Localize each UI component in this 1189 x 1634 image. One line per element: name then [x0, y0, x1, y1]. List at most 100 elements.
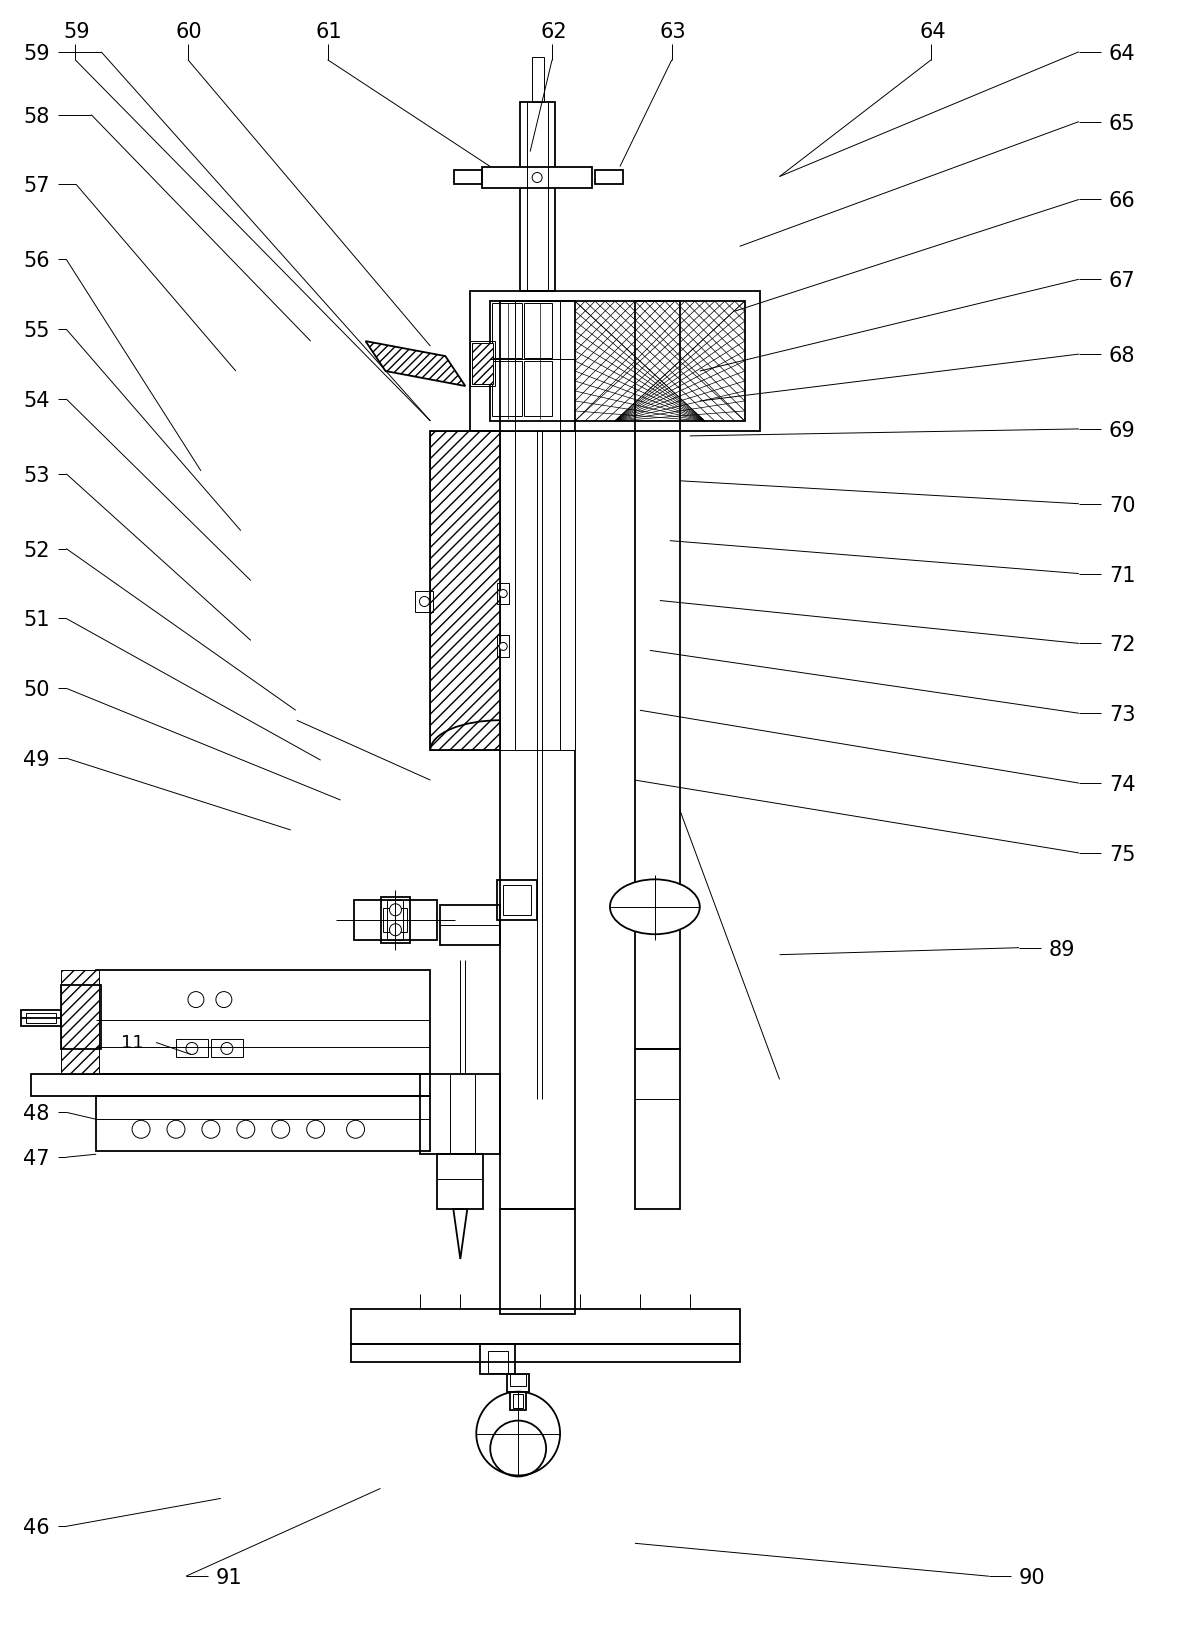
Circle shape [185, 1042, 197, 1054]
Bar [471, 291, 760, 431]
Circle shape [499, 642, 508, 650]
Bar [176, 1039, 208, 1057]
Bar [533, 57, 545, 101]
Text: 59: 59 [24, 44, 50, 64]
Bar [454, 170, 483, 185]
Circle shape [533, 173, 542, 183]
Bar [421, 1075, 501, 1154]
Text: 74: 74 [1109, 775, 1135, 796]
Circle shape [346, 1121, 365, 1139]
Text: 60: 60 [176, 21, 202, 42]
Circle shape [420, 596, 429, 606]
Text: 75: 75 [1109, 845, 1135, 864]
Text: 72: 72 [1109, 636, 1135, 655]
Bar [472, 343, 493, 384]
Bar [21, 1010, 62, 1026]
Bar [497, 636, 509, 657]
Bar [489, 1351, 508, 1373]
Circle shape [477, 1392, 560, 1476]
Text: 66: 66 [1109, 191, 1135, 211]
Circle shape [221, 1042, 233, 1054]
Bar [62, 969, 99, 1075]
Bar [524, 361, 552, 417]
Text: 64: 64 [1109, 44, 1135, 64]
Bar [492, 361, 522, 417]
Bar [497, 879, 537, 920]
Bar [430, 431, 501, 750]
Bar [26, 1013, 56, 1023]
Bar [438, 1154, 483, 1209]
Bar [96, 1096, 430, 1152]
Text: 61: 61 [315, 21, 342, 42]
Bar [501, 431, 575, 750]
Bar [501, 301, 575, 1209]
Bar [430, 431, 501, 750]
Text: 52: 52 [24, 541, 50, 560]
Bar [96, 969, 430, 1075]
Text: 71: 71 [1109, 565, 1135, 585]
Bar [501, 1209, 575, 1314]
Circle shape [188, 992, 205, 1008]
Circle shape [307, 1121, 325, 1139]
Bar [635, 1049, 680, 1209]
Bar [384, 909, 408, 931]
Bar [31, 1075, 430, 1096]
Text: 63: 63 [660, 21, 686, 42]
Circle shape [202, 1121, 220, 1139]
Bar [351, 1343, 740, 1361]
Circle shape [216, 992, 232, 1008]
Ellipse shape [610, 879, 700, 935]
Circle shape [132, 1121, 150, 1139]
Bar [490, 301, 744, 422]
Circle shape [272, 1121, 290, 1139]
Text: 57: 57 [24, 176, 50, 196]
Circle shape [237, 1121, 254, 1139]
Text: 73: 73 [1109, 706, 1135, 725]
Polygon shape [453, 1209, 467, 1258]
Circle shape [390, 923, 402, 936]
Bar [483, 167, 592, 188]
Text: 69: 69 [1109, 422, 1135, 441]
Bar [415, 590, 433, 613]
Bar [635, 301, 680, 1049]
Bar [514, 1394, 523, 1407]
Text: 68: 68 [1109, 346, 1135, 366]
Text: 48: 48 [24, 1105, 50, 1124]
Bar [380, 897, 410, 943]
Bar [353, 900, 438, 940]
Text: 53: 53 [24, 466, 50, 485]
Text: 49: 49 [24, 750, 50, 770]
Text: 11: 11 [121, 1034, 144, 1052]
Circle shape [390, 904, 402, 915]
Bar [508, 1374, 529, 1392]
Text: 91: 91 [216, 1569, 243, 1588]
Bar [471, 342, 496, 386]
Bar [210, 1039, 243, 1057]
Text: 65: 65 [1109, 114, 1135, 134]
Bar [510, 1374, 527, 1386]
Text: 59: 59 [63, 21, 90, 42]
Bar [520, 101, 555, 291]
Circle shape [499, 590, 508, 598]
Text: 90: 90 [1019, 1569, 1045, 1588]
Bar [524, 304, 552, 358]
Text: 50: 50 [24, 680, 50, 701]
Bar [388, 900, 403, 940]
Bar [440, 905, 501, 944]
Bar [492, 304, 522, 358]
Text: 55: 55 [24, 322, 50, 342]
Bar [351, 1309, 740, 1343]
Text: 51: 51 [24, 611, 50, 631]
Bar [497, 583, 509, 605]
Bar [594, 170, 623, 185]
Text: 62: 62 [540, 21, 567, 42]
Text: 67: 67 [1109, 271, 1135, 291]
Text: 58: 58 [24, 106, 50, 127]
Text: 70: 70 [1109, 495, 1135, 516]
Bar [510, 1392, 527, 1410]
Text: 54: 54 [24, 391, 50, 412]
Bar [503, 886, 531, 915]
Bar [480, 1343, 515, 1374]
Text: 47: 47 [24, 1149, 50, 1170]
Polygon shape [365, 342, 465, 386]
